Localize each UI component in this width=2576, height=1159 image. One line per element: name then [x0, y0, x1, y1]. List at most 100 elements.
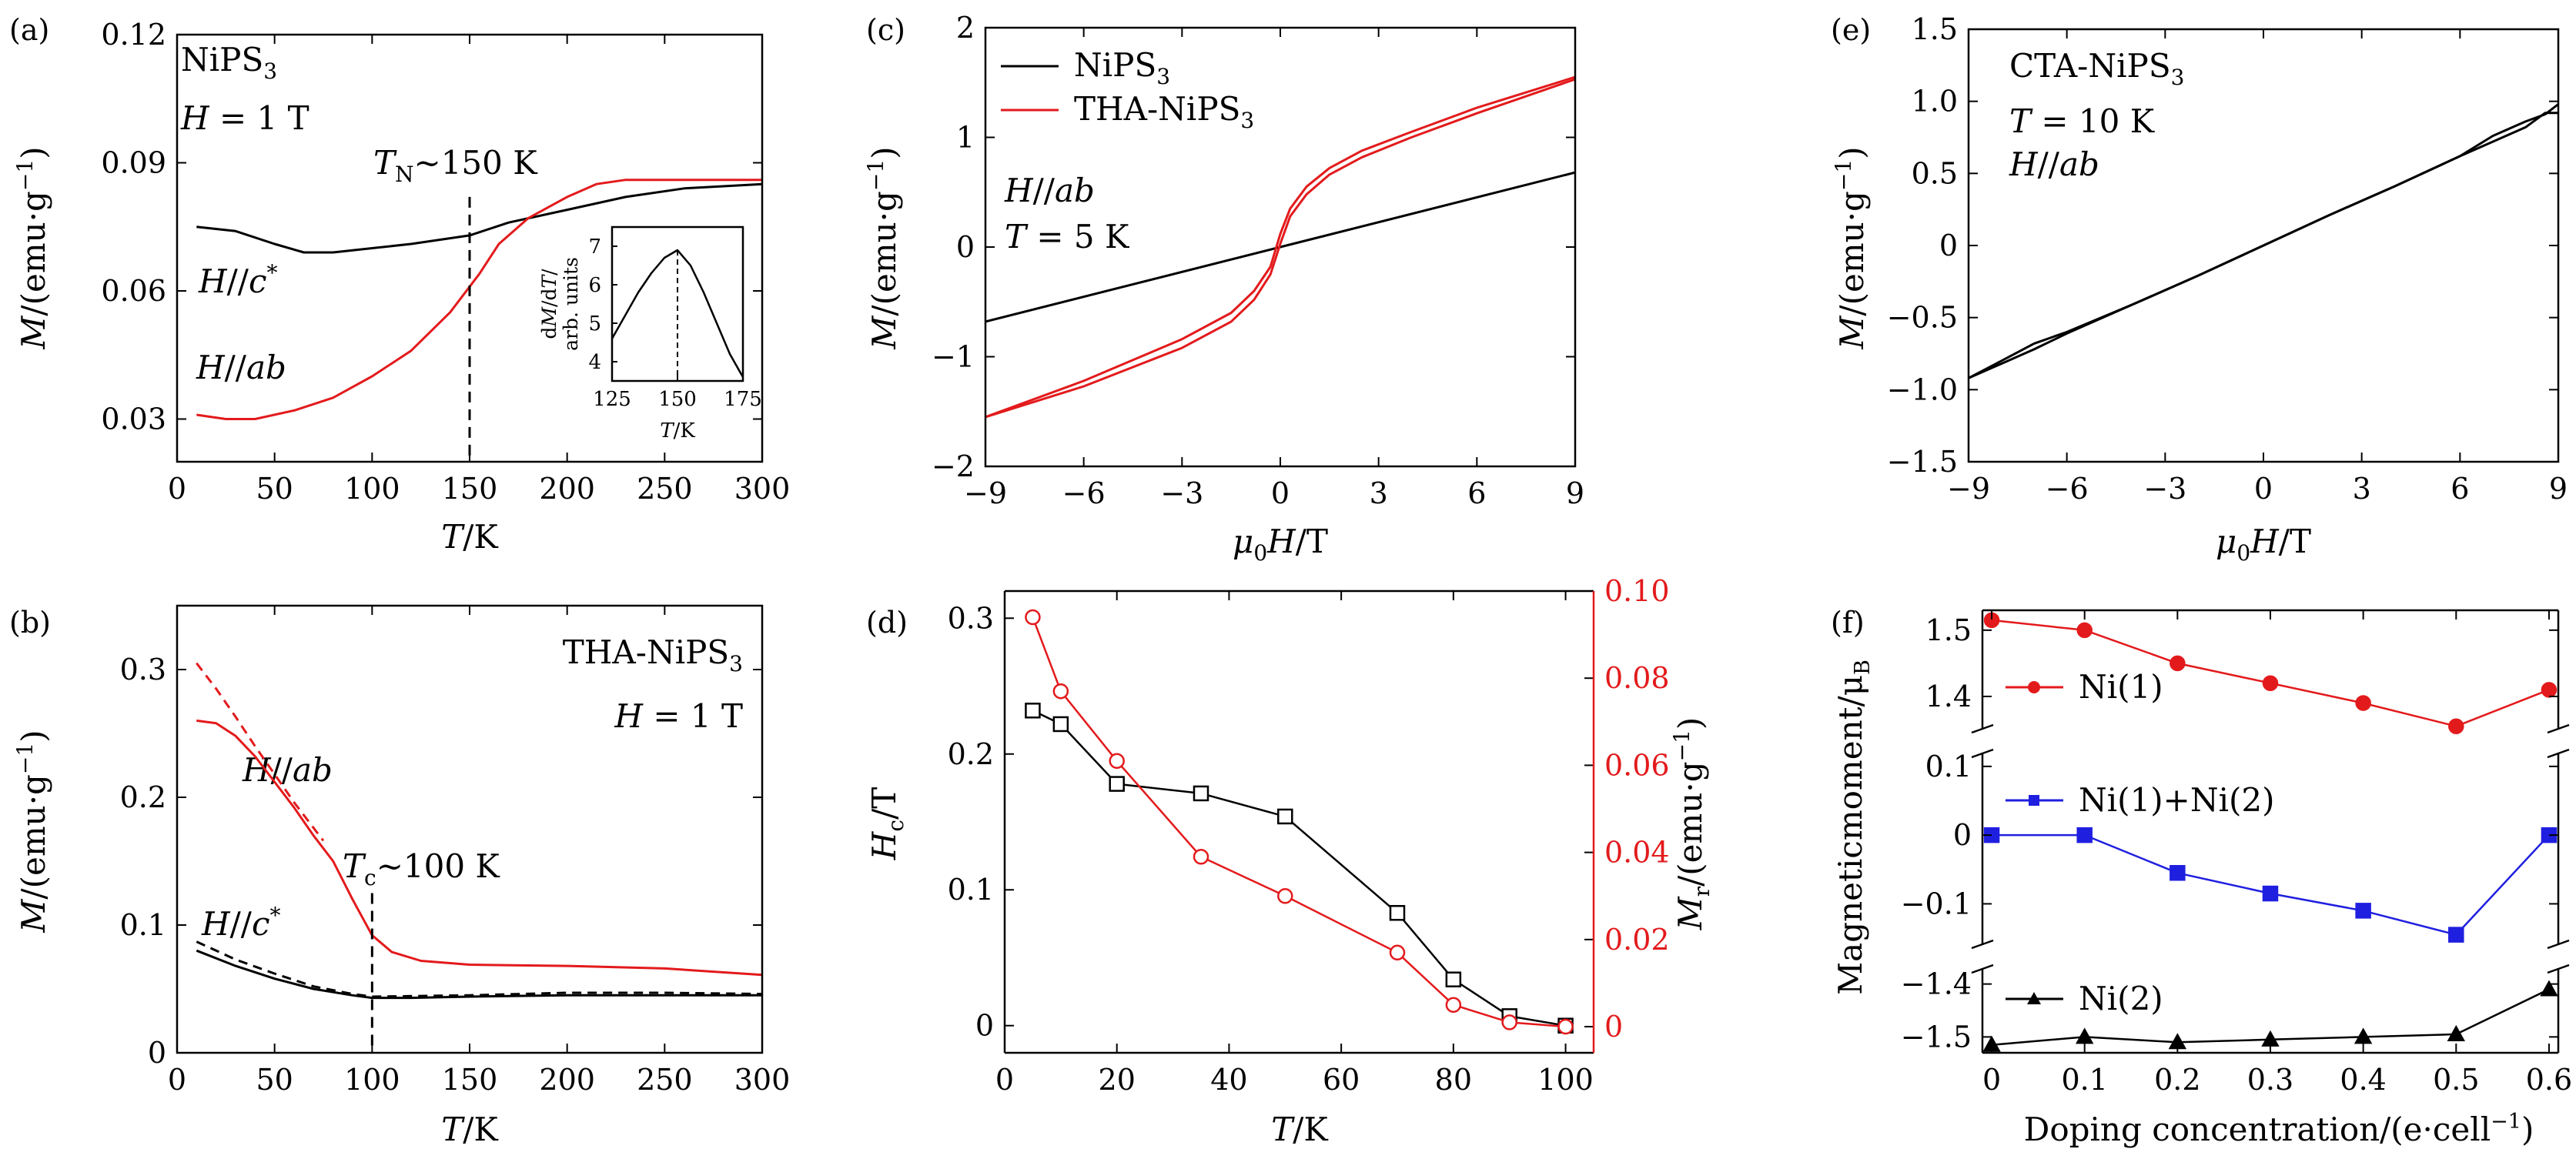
legend-ni2: Ni(2)	[2079, 980, 2163, 1017]
panel-a-frame	[176, 33, 764, 463]
panel-d-label: (d)	[866, 606, 908, 640]
panel-d-ylabel: Hc/T	[865, 787, 908, 861]
data-point	[1389, 944, 1406, 961]
y-tick-label: 0.2	[948, 737, 994, 771]
y-tick-label: 0.1	[1925, 750, 1972, 783]
series-line	[196, 662, 325, 842]
break-mark	[2547, 964, 2570, 974]
panel-b: (b) THA-NiPS3 H = 1 T H//ab Tc~100 K H//…	[9, 604, 791, 1148]
panel-f-axis-breaks	[1971, 723, 2570, 974]
panel-e-yticks: −1.5 −1.0 −0.5 0 0.5 1.0 1.5	[1887, 12, 2558, 479]
panel-a-inset-xticks: 125 150 175	[593, 376, 762, 411]
panel-d-yticks: 0 0.1 0.2 0.3	[948, 601, 1014, 1043]
data-point	[2170, 865, 2186, 881]
panel-b-curves	[196, 662, 762, 1000]
x-tick-label: −3	[2143, 472, 2186, 506]
panel-b-tc-label: Tc~100 K	[343, 847, 500, 890]
legend-nips3: NiPS3	[1074, 46, 1170, 89]
panel-a-label: (a)	[9, 13, 49, 47]
break-mark	[1971, 939, 1994, 950]
x-tick-label: 6	[1467, 476, 1486, 510]
x-tick-label: 300	[734, 1063, 791, 1097]
legend-ni1-ni2: Ni(1)+Ni(2)	[2079, 781, 2275, 819]
x-tick-label: 200	[539, 1063, 595, 1097]
x-tick-label: 250	[637, 1063, 693, 1097]
y-tick-label: 0.02	[1604, 923, 1670, 957]
y-tick-label: 0	[1604, 1010, 1623, 1044]
x-tick-label: 100	[344, 1063, 400, 1097]
y-tick-label: 0.3	[120, 653, 166, 686]
break-mark	[1971, 723, 1994, 734]
series-line	[196, 940, 762, 998]
y-tick-label: −1.4	[1901, 967, 1972, 1001]
panel-f-xlabel: Doping concentration/(e·cell−1)	[2024, 1110, 2534, 1148]
break-mark	[1971, 964, 1994, 974]
series-line	[196, 179, 762, 420]
data-point	[2262, 675, 2279, 691]
x-tick-label: 9	[1566, 476, 1584, 510]
x-tick-label: −6	[1062, 476, 1106, 510]
y-tick-label: 0	[1953, 818, 1972, 852]
y-tick-label: 1.5	[1925, 613, 1972, 647]
panel-b-field-label: H = 1 T	[614, 697, 743, 735]
y-tick-label: 0.08	[1604, 661, 1670, 695]
y-tick-label: 0.12	[101, 18, 166, 52]
panel-c-xticks: −9 −6 −3 0 3 6 9	[964, 28, 1584, 510]
panel-a-inset-ylabel-1: dM/dT/	[538, 269, 560, 339]
y-tick-label: 0.1	[120, 908, 166, 942]
x-tick-label: 175	[724, 388, 762, 411]
y-tick-label: 2	[956, 11, 975, 45]
panel-a-inset-yticks: 4 5 6 7	[588, 235, 617, 374]
data-point	[1501, 1014, 1517, 1030]
x-tick-label: 9	[2549, 472, 2568, 506]
x-tick-label: 0.6	[2526, 1063, 2572, 1097]
x-tick-label: 300	[734, 472, 791, 506]
data-point	[2448, 718, 2464, 734]
y-tick-label: 7	[588, 235, 601, 259]
panel-e-field-dir-label: H//ab	[2009, 145, 2099, 183]
y-tick-label: −2	[932, 449, 975, 483]
x-tick-label: 40	[1210, 1063, 1247, 1097]
panel-c-ylabel: M/(emu·g−1)	[863, 146, 903, 349]
break-mark	[2547, 723, 2570, 734]
panel-e-xticks: −9 −6 −3 0 3 6 9	[1947, 29, 2568, 506]
data-point	[1109, 776, 1125, 792]
panel-a-field-label: H = 1 T	[180, 99, 309, 137]
x-tick-label: 80	[1435, 1063, 1472, 1097]
y-tick-label: −1.0	[1887, 372, 1958, 406]
data-point	[1193, 785, 1209, 802]
x-tick-label: 0	[1271, 476, 1290, 510]
panel-f-label: (f)	[1831, 606, 1865, 640]
y-tick-label: −1	[932, 340, 975, 374]
data-point	[2541, 682, 2558, 698]
panel-b-ylabel: M/(emu·g−1)	[12, 730, 52, 933]
panel-d: (d) 0 20 40 60 80 100 0 0.1 0.2 0.3 0 0.02 0.04 0.0…	[865, 574, 1715, 1148]
legend-marker-ni1	[2028, 681, 2040, 693]
panel-c-xlabel: μ0H/T	[1233, 523, 1328, 566]
x-tick-label: 0.5	[2433, 1063, 2479, 1097]
panel-b-hc-label: H//c*	[201, 903, 280, 943]
y-tick-label: 0	[1939, 229, 1958, 262]
y-tick-label: 1	[956, 121, 975, 155]
panel-e-curves	[1969, 103, 2558, 379]
x-tick-label: 0.4	[2340, 1063, 2386, 1097]
x-tick-label: −9	[1947, 472, 1990, 506]
panel-b-sample-label: THA-NiPS3	[563, 633, 743, 676]
y-tick-label: 0.2	[120, 780, 166, 814]
panel-c-curves	[985, 75, 1575, 419]
data-point	[2170, 655, 2186, 672]
y-tick-label: 0.06	[1604, 748, 1670, 782]
data-point	[1025, 609, 1041, 626]
panel-d-xlabel: T/K	[1271, 1111, 1329, 1148]
series-line	[1032, 616, 1566, 1028]
data-point	[1445, 971, 1462, 987]
panel-e-ylabel: M/(emu·g−1)	[1831, 146, 1871, 349]
panel-f-ylabel: Magneticmoment/μB	[1832, 660, 1875, 995]
x-tick-label: 0	[168, 472, 186, 506]
y-tick-label: 1.0	[1912, 85, 1958, 119]
panel-a-sample-label: NiPS3	[181, 41, 277, 84]
panel-a-hc-label: H//c*	[198, 260, 277, 300]
x-tick-label: −9	[964, 476, 1007, 510]
panel-d-xticks: 0 20 40 60 80 100	[995, 591, 1594, 1097]
y-tick-label: 1.4	[1925, 680, 1972, 713]
